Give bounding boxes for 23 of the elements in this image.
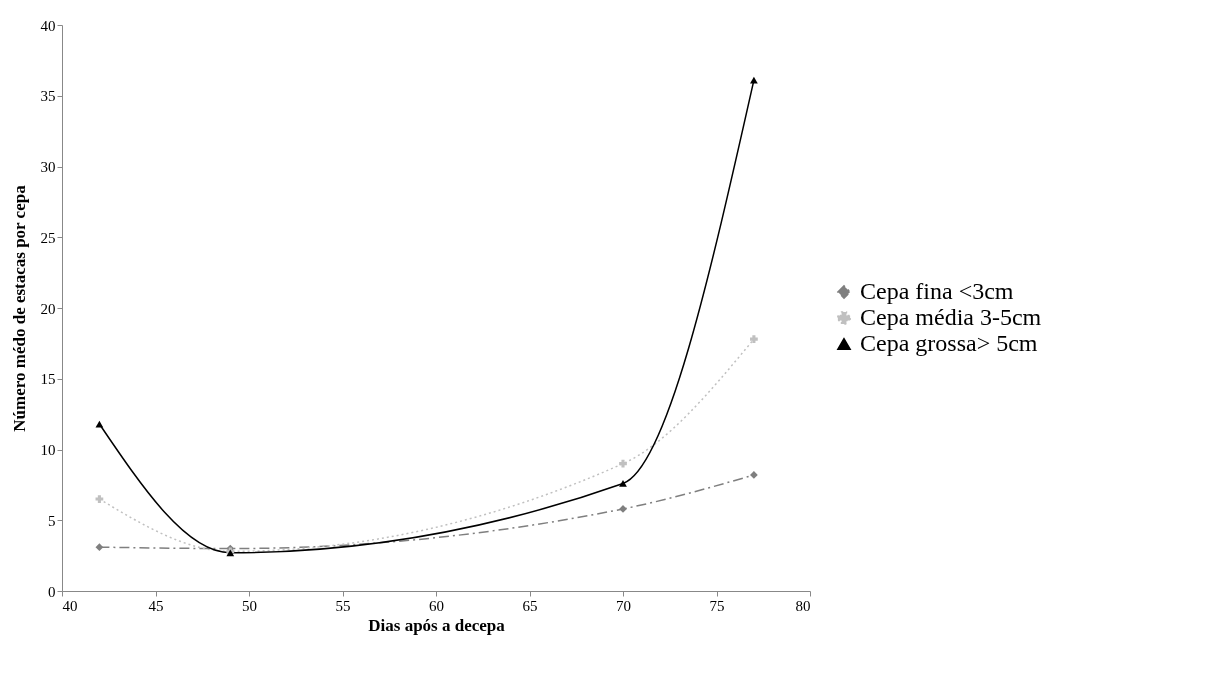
x-tick-label: 70 — [616, 597, 631, 614]
y-tick-label: 10 — [40, 442, 56, 458]
x-tick-label: 60 — [429, 597, 444, 614]
legend-label: Cepa grossa> 5cm — [860, 330, 1038, 356]
x-tick-label: 80 — [795, 597, 811, 614]
y-tick-label: 35 — [40, 88, 56, 105]
y-axis-title: Número médo de estacas por cepa — [9, 184, 29, 432]
x-tick-label: 65 — [522, 597, 538, 614]
y-tick-label: 0 — [48, 583, 56, 600]
y-tick-label: 15 — [40, 371, 56, 388]
x-tick-label: 40 — [62, 597, 78, 614]
x-axis-title: Dias após a decepa — [368, 615, 506, 635]
y-tick-label: 20 — [40, 300, 56, 317]
x-tick-label: 50 — [242, 597, 257, 614]
y-tick-label: 40 — [40, 17, 56, 34]
y-tick-label: 5 — [48, 512, 56, 529]
x-tick-label: 75 — [709, 597, 725, 614]
legend-label: Cepa média 3-5cm — [860, 304, 1042, 330]
y-tick-label: 30 — [40, 159, 56, 175]
x-tick-label: 55 — [335, 597, 351, 614]
x-tick-label: 45 — [148, 597, 164, 614]
y-tick-label: 25 — [40, 229, 56, 246]
legend-label: Cepa fina <3cm — [860, 278, 1014, 304]
